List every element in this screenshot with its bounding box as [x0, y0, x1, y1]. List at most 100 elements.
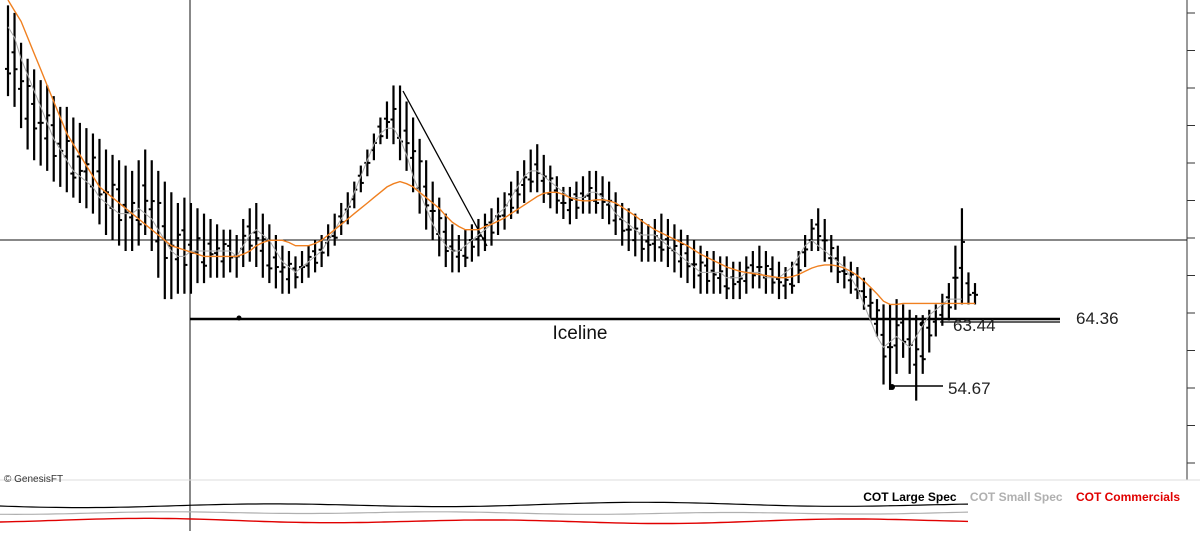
- ohlc-bar: [632, 213, 639, 257]
- ohlc-bar: [462, 229, 469, 268]
- price-level-low: 54.67: [948, 379, 991, 398]
- ohlc-bar: [671, 224, 678, 273]
- ohlc-bar: [468, 224, 475, 262]
- ohlc-bar: [821, 218, 828, 262]
- ohlc-bar: [129, 170, 136, 252]
- ohlc-bar: [926, 309, 933, 353]
- ohlc-bar: [155, 170, 162, 278]
- ohlc-bar: [416, 138, 423, 214]
- ohlc-bars: [5, 5, 978, 401]
- ohlc-bar: [965, 272, 972, 305]
- ohlc-bar: [449, 224, 456, 273]
- ohlc-bar: [383, 101, 390, 139]
- iceline-anchor-dot: [236, 315, 242, 321]
- sma-slow-line: [7, 0, 975, 306]
- copyright-label: © GenesisFT: [4, 474, 64, 485]
- ohlc-bar: [364, 149, 371, 177]
- iceline-label: Iceline: [553, 323, 608, 344]
- ohlc-bar: [939, 293, 946, 326]
- ohlc-bar: [377, 117, 384, 145]
- ohlc-bar: [972, 283, 978, 305]
- ohlc-bar: [207, 218, 214, 278]
- legend-cot-commercials: COT Commercials: [1075, 490, 1180, 504]
- ohlc-bar: [945, 283, 952, 321]
- ohlc-bar: [743, 256, 750, 294]
- ohlc-bar: [566, 186, 573, 225]
- ohlc-bar: [253, 202, 260, 268]
- ohlc-bar: [867, 288, 874, 321]
- legend-cot-small-spec: COT Small Spec: [969, 490, 1063, 504]
- ohlc-bar: [31, 69, 38, 161]
- cot-small-spec-line: [0, 511, 969, 516]
- ohlc-bar: [684, 235, 691, 284]
- ohlc-bar: [762, 251, 769, 294]
- ohlc-bar: [5, 5, 11, 97]
- ohlc-bar: [873, 299, 880, 337]
- ohlc-bar: [834, 245, 841, 284]
- ohlc-bar: [756, 245, 763, 289]
- ohlc-bar: [220, 229, 227, 278]
- ohlc-bar: [488, 208, 495, 246]
- ohlc-bar: [429, 181, 436, 241]
- ohlc-bar: [534, 144, 541, 193]
- ohlc-bar: [279, 245, 286, 294]
- ohlc-bar: [547, 165, 554, 209]
- ohlc-bar: [442, 213, 449, 268]
- ohlc-bar: [913, 315, 920, 401]
- ohlc-bar: [259, 213, 266, 278]
- ohlc-bar: [481, 213, 488, 252]
- cot-large-spec-line: [0, 501, 969, 509]
- ohlc-bar: [880, 304, 887, 385]
- ohlc-bar: [70, 117, 77, 198]
- ohlc-bar: [775, 261, 782, 300]
- ohlc-bar: [351, 181, 358, 209]
- ohlc-bar: [815, 208, 822, 252]
- ohlc-bar: [24, 58, 31, 150]
- ohlc-bar: [521, 160, 528, 203]
- ohlc-bar: [76, 122, 83, 203]
- ohlc-bar: [677, 229, 684, 278]
- ohlc-bar: [501, 192, 508, 230]
- ohlc-bar: [691, 240, 698, 289]
- ohlc-bar: [201, 213, 208, 284]
- ohlc-bar: [390, 85, 397, 145]
- ohlc-bar: [285, 251, 292, 294]
- ohlc-bar: [736, 261, 743, 300]
- ohlc-bar: [808, 218, 815, 252]
- price-level-lower: 63.44: [953, 316, 996, 335]
- ohlc-bar: [18, 42, 25, 129]
- ohlc-bar: [44, 85, 51, 171]
- ohlc-bar: [135, 160, 142, 246]
- ohlc-bar: [266, 224, 273, 284]
- ohlc-bar: [11, 12, 18, 107]
- ohlc-bar: [187, 202, 194, 294]
- ohlc-bar: [508, 181, 515, 219]
- ohlc-bar: [579, 176, 586, 214]
- cot-commercials-line: [0, 517, 969, 525]
- ohlc-bar: [900, 304, 907, 358]
- ohlc-bar: [625, 208, 632, 252]
- ohlc-bar: [403, 101, 410, 171]
- price-level-upper: 64.36: [1076, 309, 1119, 328]
- trend-line: [402, 90, 488, 247]
- ohlc-bar: [475, 218, 482, 257]
- ohlc-bar: [769, 256, 776, 294]
- ohlc-bar: [717, 256, 724, 294]
- ohlc-bar: [645, 224, 652, 262]
- ohlc-bar: [357, 165, 364, 193]
- ohlc-bar: [148, 160, 155, 252]
- ohlc-bar: [455, 235, 462, 273]
- ohlc-bar: [749, 251, 756, 289]
- ohlc-bar: [553, 176, 560, 214]
- ohlc-bar: [958, 208, 965, 305]
- ohlc-bar: [664, 218, 671, 268]
- ohlc-bar: [142, 149, 149, 235]
- ohlc-bar: [96, 138, 103, 225]
- ohlc-bar: [540, 154, 547, 203]
- ohlc-bar: [37, 80, 44, 166]
- ohlc-bar: [841, 256, 848, 289]
- ohlc-bar: [423, 160, 430, 230]
- ohlc-bar: [802, 235, 809, 268]
- ohlc-bar: [397, 85, 404, 161]
